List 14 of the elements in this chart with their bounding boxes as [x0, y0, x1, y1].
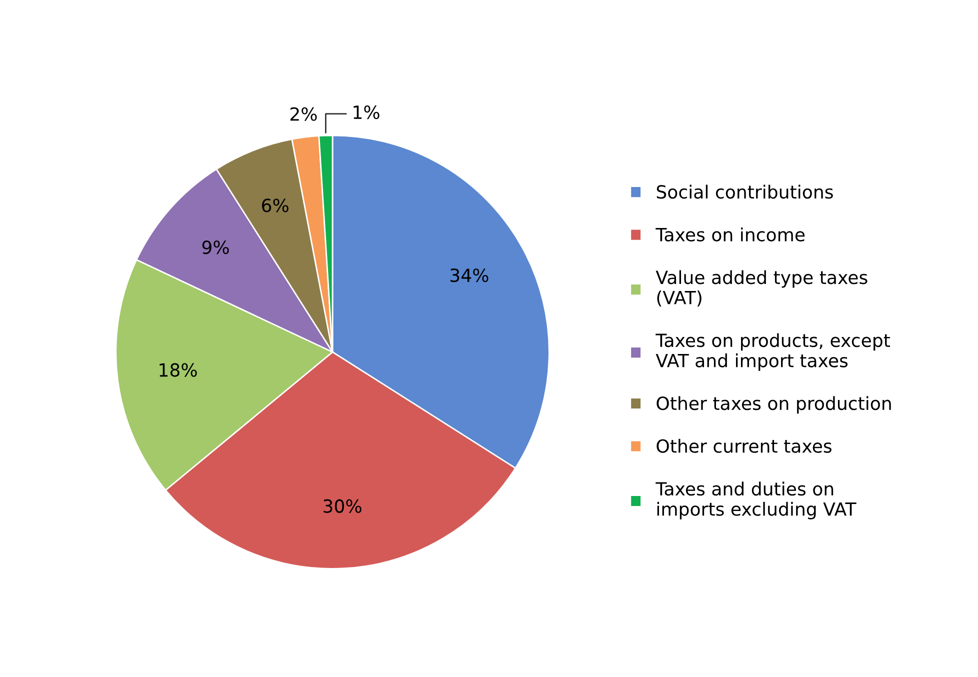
legend-label: Taxes on products, except VAT and import taxes: [656, 333, 890, 371]
legend-label: Value added type taxes (VAT): [656, 270, 868, 307]
data-label: 30%: [324, 499, 362, 513]
data-label: 34%: [450, 268, 488, 282]
data-label: 2%: [290, 107, 317, 121]
data-label: 18%: [160, 363, 197, 377]
legend-label: Taxes and duties on imports excluding VAT: [656, 482, 856, 520]
data-label: 9%: [202, 240, 229, 254]
legend-label: Taxes on income: [656, 227, 805, 242]
legend-label: Other taxes on production: [656, 396, 891, 414]
legend-label: Social contributions: [656, 184, 833, 199]
legend-label: Other current taxes: [656, 438, 832, 453]
data-label: 6%: [262, 198, 288, 212]
data-label: 1%: [354, 105, 380, 120]
